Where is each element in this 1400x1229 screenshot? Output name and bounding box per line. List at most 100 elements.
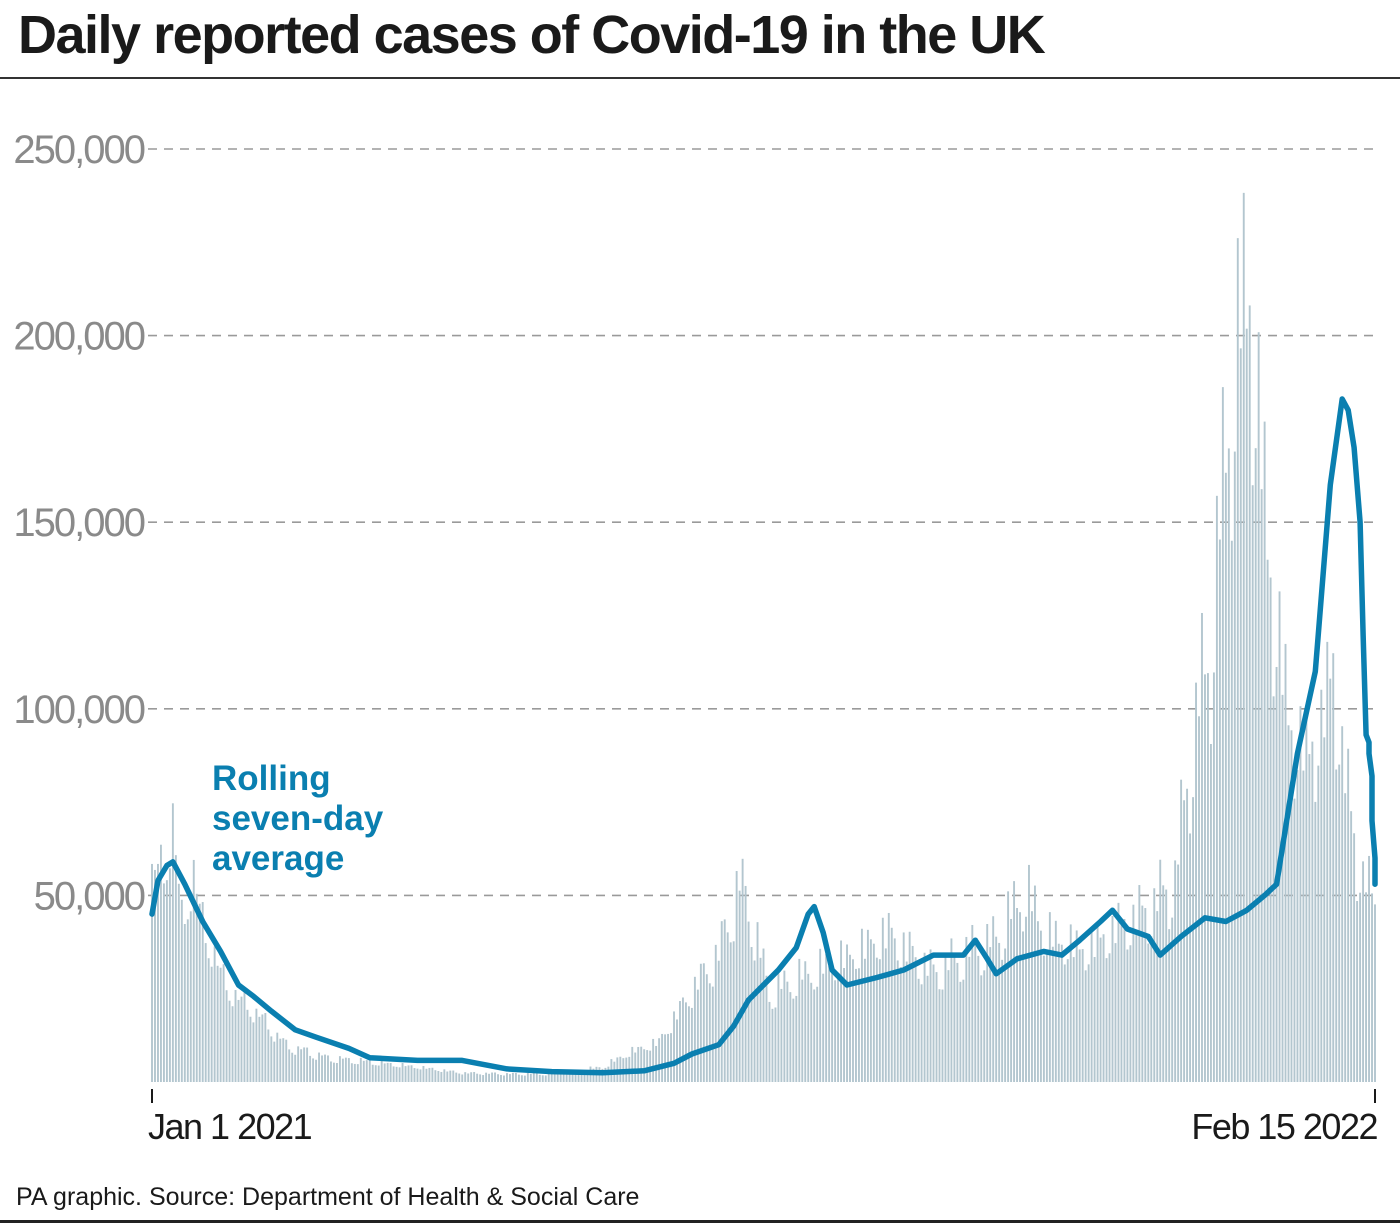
daily-case-bar [1013, 881, 1016, 1082]
daily-case-bar [252, 1022, 255, 1082]
daily-case-bar [1302, 770, 1305, 1082]
daily-case-bar [306, 1047, 309, 1082]
daily-case-bar [255, 1008, 258, 1082]
daily-case-bar [500, 1074, 502, 1082]
daily-case-bar [491, 1072, 494, 1082]
daily-case-bar [753, 960, 756, 1082]
daily-case-bar [207, 958, 210, 1082]
daily-case-bar [881, 917, 884, 1082]
daily-case-bar [631, 1046, 634, 1082]
daily-case-bar [1081, 949, 1084, 1082]
daily-case-bar [1054, 920, 1057, 1082]
daily-case-bar [828, 966, 831, 1082]
daily-case-bar [503, 1075, 505, 1082]
daily-case-bar [917, 978, 920, 1082]
daily-case-bar [1233, 451, 1236, 1083]
daily-case-bars [151, 192, 1376, 1083]
daily-case-bar [488, 1073, 491, 1082]
daily-case-bar [234, 990, 237, 1082]
daily-case-bar [872, 943, 875, 1082]
daily-case-bar [1198, 716, 1200, 1082]
daily-case-bar [601, 1068, 604, 1082]
daily-case-bar [243, 991, 246, 1082]
daily-case-bar [1344, 793, 1347, 1082]
daily-case-bar [559, 1073, 562, 1082]
daily-case-bar [1031, 911, 1033, 1082]
daily-case-bar [896, 960, 899, 1082]
bottom-rule [0, 1220, 1400, 1223]
daily-case-bar [580, 1071, 583, 1082]
daily-case-bar [837, 978, 840, 1082]
daily-case-bar [977, 955, 980, 1082]
daily-case-bar [568, 1069, 571, 1082]
daily-case-bar [652, 1038, 655, 1082]
daily-case-bar [911, 945, 914, 1082]
daily-case-bar [1096, 923, 1099, 1082]
daily-case-bar [1230, 540, 1233, 1082]
daily-case-bar [846, 944, 848, 1082]
daily-case-bar [1165, 889, 1168, 1082]
daily-case-bar [1042, 955, 1045, 1082]
daily-case-bar [392, 1066, 395, 1082]
daily-case-bar [986, 924, 989, 1082]
daily-case-bar [1353, 833, 1356, 1082]
daily-case-bar [1239, 348, 1242, 1083]
daily-case-bar [335, 1063, 338, 1082]
daily-case-bar [210, 966, 213, 1082]
daily-case-bar [517, 1074, 520, 1082]
daily-case-bar [795, 995, 798, 1082]
daily-case-bar [506, 1073, 508, 1082]
rolling-average-line [149, 396, 1378, 1076]
daily-case-bar [983, 970, 986, 1082]
daily-case-bar [1269, 577, 1272, 1082]
daily-case-bar [1126, 949, 1129, 1082]
daily-case-bar [962, 979, 965, 1082]
daily-case-bar [282, 1038, 285, 1082]
daily-case-bar [467, 1073, 470, 1082]
daily-case-bar [890, 927, 893, 1082]
daily-case-bar [547, 1072, 550, 1082]
daily-case-bar [1120, 919, 1123, 1082]
daily-case-bar [151, 863, 153, 1082]
daily-case-bar [246, 1009, 249, 1082]
daily-case-bar [974, 945, 977, 1082]
daily-case-bar [783, 970, 786, 1082]
daily-case-bar [1263, 421, 1266, 1082]
daily-case-bar [723, 919, 726, 1082]
daily-case-bar [637, 1046, 640, 1082]
daily-case-bar [288, 1049, 291, 1082]
daily-case-bar [1057, 943, 1060, 1082]
daily-case-bar [1332, 653, 1335, 1082]
daily-case-bar [711, 986, 714, 1082]
daily-case-bar [762, 948, 765, 1082]
daily-case-bar [649, 1050, 652, 1082]
daily-case-bar [690, 1007, 693, 1082]
daily-case-bar [729, 942, 732, 1082]
daily-case-bar [470, 1072, 473, 1082]
daily-case-bar [300, 1049, 303, 1082]
daily-case-bar [562, 1073, 565, 1082]
daily-case-bar [344, 1057, 347, 1082]
daily-case-bar [1025, 916, 1027, 1082]
daily-case-bar [1072, 957, 1075, 1082]
daily-case-bar [321, 1055, 323, 1082]
daily-case-bar [1218, 539, 1221, 1082]
daily-case-bar [449, 1070, 452, 1082]
daily-case-bar [989, 947, 992, 1082]
daily-case-bar [1093, 957, 1096, 1082]
daily-case-bar [1290, 730, 1293, 1082]
daily-case-bar [1251, 485, 1254, 1082]
daily-case-bar [923, 952, 926, 1082]
y-tick-label: 250,000 [13, 128, 144, 172]
daily-case-bar [1293, 798, 1296, 1082]
daily-case-bar [1108, 953, 1111, 1082]
daily-case-bar [1242, 192, 1245, 1082]
daily-case-bar [786, 981, 789, 1082]
daily-case-bar [1281, 694, 1284, 1082]
daily-case-bar [968, 956, 971, 1082]
daily-case-bar [1305, 706, 1308, 1082]
daily-case-bar [1039, 930, 1042, 1082]
x-tick-label: Jan 1 2021 [148, 1106, 312, 1147]
daily-case-bar [1153, 888, 1156, 1082]
